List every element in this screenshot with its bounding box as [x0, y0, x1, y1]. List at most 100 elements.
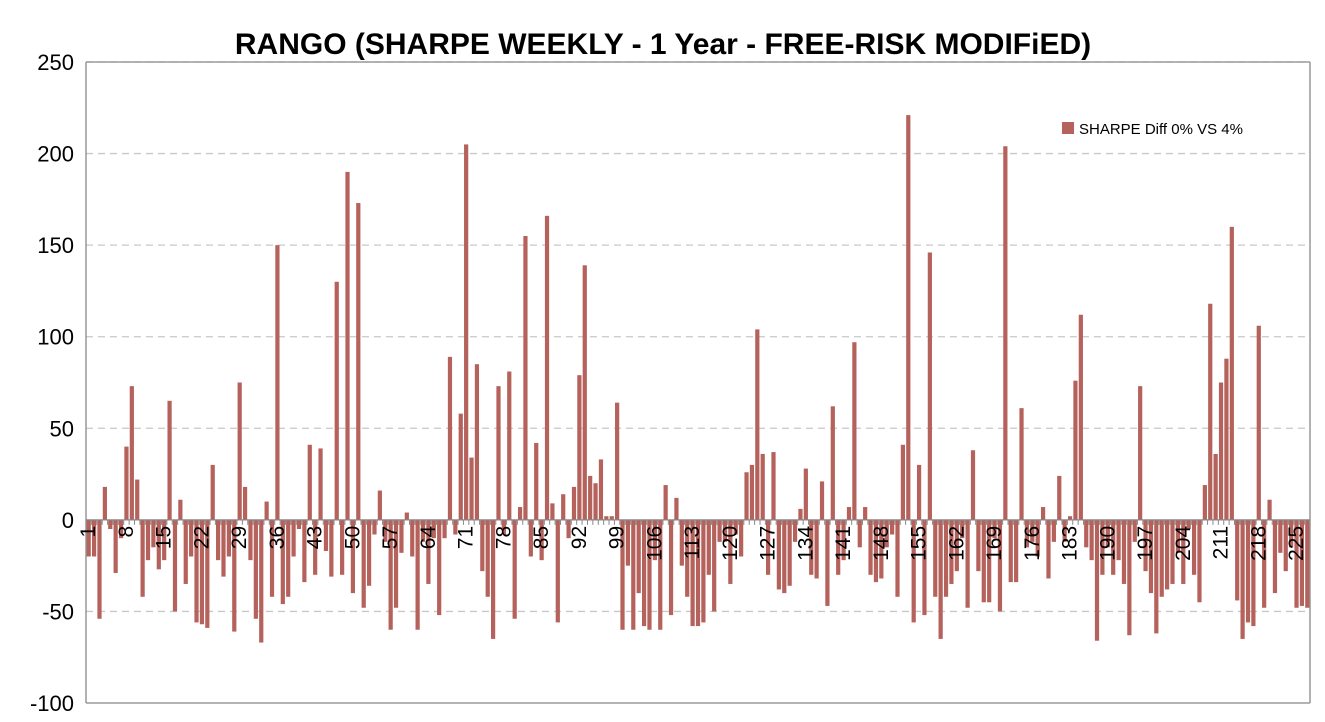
bar — [1245, 519, 1251, 623]
bar — [809, 519, 814, 575]
bar — [765, 519, 771, 575]
bar — [145, 519, 151, 561]
bar — [205, 519, 210, 628]
x-tick-label: 50 — [341, 526, 364, 549]
bar — [938, 519, 943, 639]
bar — [275, 245, 280, 520]
bar — [172, 519, 178, 612]
bar — [404, 512, 409, 520]
bar — [453, 519, 458, 535]
bar — [491, 519, 496, 639]
bar — [625, 519, 631, 566]
bar — [771, 452, 776, 520]
bar — [911, 519, 916, 623]
bar — [1040, 507, 1046, 520]
bar — [194, 519, 199, 623]
bar — [981, 519, 986, 603]
bar — [1014, 519, 1019, 583]
x-axis-tick-labels: 1 8 15 22 29 36 43 50 57 64 71 78 85 92 99 106 113 120 127… — [77, 526, 1308, 561]
bar — [873, 519, 879, 583]
bar — [550, 503, 555, 520]
bar — [253, 519, 258, 619]
bar — [1272, 519, 1278, 594]
bar — [1062, 519, 1067, 542]
bar — [420, 519, 426, 542]
bar — [242, 486, 248, 520]
bar — [140, 519, 145, 597]
bar — [836, 519, 841, 575]
bar — [922, 519, 927, 616]
bar — [199, 519, 205, 625]
y-tick-label: 250 — [37, 50, 74, 75]
bar — [377, 490, 382, 520]
bar — [647, 519, 652, 630]
x-tick-label: 155 — [908, 526, 931, 561]
y-tick-label: 0 — [62, 508, 74, 533]
bar — [1057, 475, 1062, 520]
bar — [1235, 519, 1240, 601]
x-tick-label: 85 — [530, 526, 553, 549]
bar — [464, 144, 469, 520]
bar — [280, 519, 285, 605]
bar — [863, 507, 868, 520]
bar — [566, 519, 571, 539]
bar — [954, 519, 959, 572]
x-tick-label: 141 — [832, 526, 855, 561]
bar — [776, 519, 781, 590]
bar — [1299, 519, 1305, 606]
bar — [976, 519, 981, 572]
bar — [652, 519, 657, 561]
bar — [755, 329, 760, 520]
bar — [1008, 519, 1013, 583]
x-tick-label: 134 — [794, 526, 817, 561]
bar — [226, 519, 231, 557]
bar — [356, 203, 361, 520]
bar — [685, 519, 690, 597]
bar — [895, 519, 900, 597]
bar — [1159, 519, 1164, 597]
x-tick-label: 99 — [606, 526, 629, 549]
x-tick-label: 197 — [1134, 526, 1157, 561]
bar — [1121, 519, 1127, 584]
bar — [933, 519, 938, 597]
bar — [426, 519, 431, 584]
bar — [113, 519, 118, 573]
bar — [593, 483, 598, 520]
bar — [1202, 485, 1207, 520]
bar — [695, 519, 701, 627]
bar — [712, 519, 717, 612]
bar — [561, 494, 566, 520]
bar — [916, 464, 922, 520]
bar — [1100, 519, 1105, 575]
bar — [571, 486, 577, 520]
bar — [965, 519, 970, 608]
x-tick-label: 43 — [304, 526, 327, 549]
bar — [1003, 146, 1008, 520]
bar — [237, 382, 242, 520]
chart-title: RANGO (SHARPE WEEKLY - 1 Year - FREE-RIS… — [235, 28, 1091, 61]
x-tick-label: 71 — [455, 526, 478, 549]
bar — [485, 519, 490, 597]
bar — [286, 519, 291, 597]
bar — [372, 519, 377, 535]
bar — [334, 281, 339, 520]
x-tick-label: 36 — [266, 526, 289, 549]
x-tick-label: 78 — [492, 526, 515, 549]
bar — [717, 519, 722, 542]
legend: SHARPE Diff 0% VS 4% — [1062, 121, 1243, 138]
bar — [1251, 519, 1256, 627]
bar — [1240, 519, 1245, 639]
bar — [598, 459, 604, 520]
x-tick-label: 190 — [1096, 526, 1119, 561]
bar — [393, 519, 399, 608]
bar — [151, 519, 156, 548]
bar — [884, 519, 889, 548]
bar — [588, 475, 593, 520]
bar — [1229, 226, 1234, 520]
bar — [1105, 519, 1110, 548]
bar — [604, 516, 609, 520]
bar — [841, 519, 846, 561]
x-tick-label: 120 — [719, 526, 742, 561]
bar — [701, 519, 706, 623]
bar — [879, 519, 884, 579]
